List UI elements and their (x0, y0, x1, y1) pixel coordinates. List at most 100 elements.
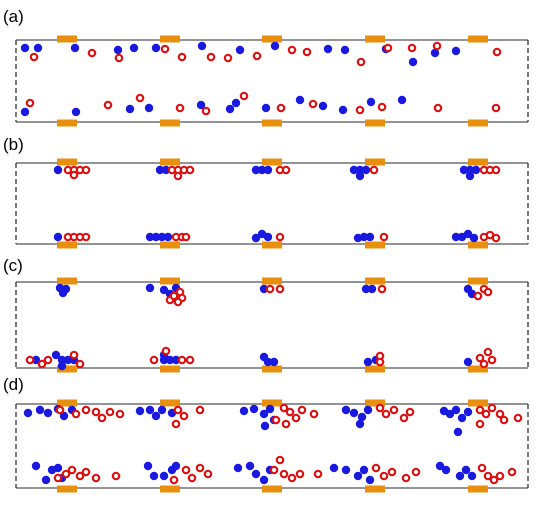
panel-label: (d) (3, 375, 24, 394)
blue-particle (159, 355, 169, 365)
panel-label: (c) (3, 256, 23, 275)
red-particle (389, 405, 399, 415)
red-particle (475, 419, 485, 429)
red-particle (181, 465, 191, 475)
red-particle (91, 473, 101, 483)
blue-particle (355, 419, 365, 429)
blue-particle (125, 104, 135, 114)
red-particle (195, 405, 205, 415)
red-particle (177, 52, 187, 62)
electrode-top-2 (160, 35, 180, 43)
electrode-top-1 (57, 158, 77, 166)
electrode-bottom-5 (468, 241, 488, 249)
blue-particle (261, 103, 271, 113)
red-particle (25, 98, 35, 108)
blue-particle (349, 165, 359, 175)
red-particle (297, 405, 307, 415)
electrode-top-4 (365, 35, 385, 43)
red-particle (173, 297, 183, 307)
red-particle (379, 232, 389, 242)
red-particle (483, 347, 493, 357)
red-particle (111, 471, 121, 481)
electrode-bottom-3 (262, 365, 282, 373)
electrode-bottom-1 (57, 241, 77, 249)
blue-particle (239, 406, 249, 416)
electrode-bottom-2 (160, 365, 180, 373)
red-particle (489, 475, 499, 485)
blue-particle (251, 165, 261, 175)
electrode-bottom-5 (468, 485, 488, 493)
red-particle (479, 359, 489, 369)
blue-particle (355, 165, 365, 175)
red-particle (149, 355, 159, 365)
electrode-bottom-2 (160, 241, 180, 249)
blue-particle (355, 171, 365, 181)
red-particle (203, 469, 213, 479)
blue-particle (163, 232, 173, 242)
electrode-top-2 (160, 399, 180, 407)
red-particle (135, 93, 145, 103)
blue-particle (245, 461, 255, 471)
blue-particle (63, 355, 73, 365)
blue-particle (33, 43, 43, 53)
panel-1: (a) (3, 7, 529, 127)
blue-particle (159, 471, 169, 481)
blue-particle (463, 407, 473, 417)
blue-particle (151, 232, 161, 242)
blue-particle (467, 471, 477, 481)
blue-particle (463, 357, 473, 367)
blue-particle (430, 48, 440, 58)
blue-particle (451, 232, 461, 242)
blue-particle (463, 229, 473, 239)
blue-particle (145, 405, 155, 415)
red-particle (477, 463, 487, 473)
blue-particle (143, 461, 153, 471)
blue-particle (159, 285, 169, 295)
red-particle (187, 473, 197, 483)
red-particle (43, 355, 53, 365)
blue-particle (260, 421, 270, 431)
blue-particle (249, 404, 259, 414)
blue-particle (197, 41, 207, 51)
red-particle (29, 52, 39, 62)
electrode-bottom-2 (160, 119, 180, 127)
blue-particle (367, 284, 377, 294)
blue-particle (53, 463, 63, 473)
red-particle (185, 165, 195, 175)
blue-particle (353, 471, 363, 481)
blue-particle (53, 165, 63, 175)
red-particle (383, 43, 393, 53)
blue-particle (349, 408, 359, 418)
blue-particle (144, 103, 154, 113)
blue-particle (465, 165, 475, 175)
red-particle (171, 419, 181, 429)
electrode-top-5 (468, 399, 488, 407)
blue-particle (35, 405, 45, 415)
blue-particle (31, 461, 41, 471)
electrode-top-3 (262, 158, 282, 166)
electrode-top-3 (262, 277, 282, 285)
red-particle (507, 467, 517, 477)
electrode-bottom-1 (57, 119, 77, 127)
blue-particle (455, 471, 465, 481)
blue-particle (235, 45, 245, 55)
red-particle (377, 284, 387, 294)
blue-particle (397, 95, 407, 105)
blue-particle (359, 465, 369, 475)
red-particle (53, 473, 63, 483)
red-particle (81, 165, 91, 175)
electrode-top-1 (57, 399, 77, 407)
blue-particle (155, 165, 165, 175)
blue-particle (233, 463, 243, 473)
blue-particle (23, 408, 33, 418)
red-particle (433, 103, 443, 113)
red-particle (375, 403, 385, 413)
blue-particle (363, 405, 373, 415)
red-particle (355, 105, 365, 115)
blue-particle (171, 461, 181, 471)
blue-particle (58, 288, 68, 298)
red-particle (275, 232, 285, 242)
red-particle (401, 473, 411, 483)
red-particle (25, 355, 35, 365)
